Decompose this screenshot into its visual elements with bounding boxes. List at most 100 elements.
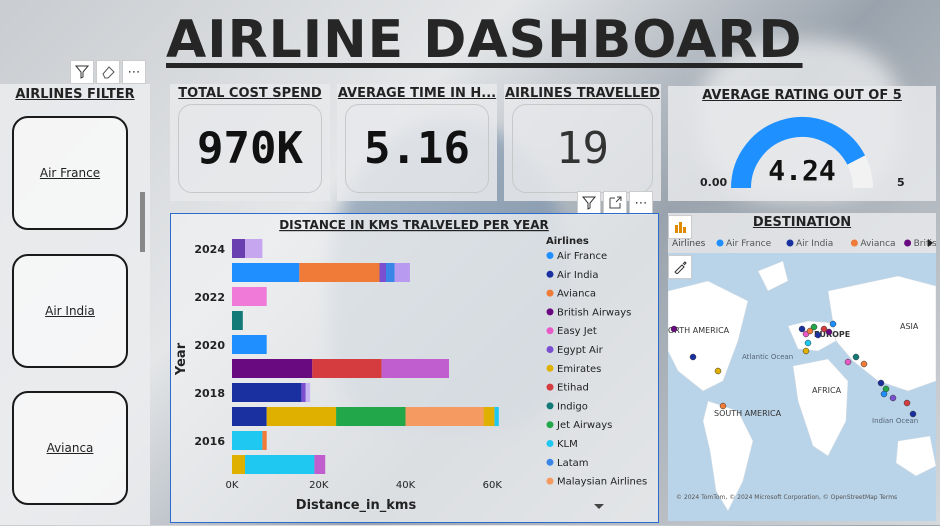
legend-item[interactable]: Air India <box>557 270 598 281</box>
bar-segment[interactable] <box>266 407 337 426</box>
filter-option-air-france[interactable]: Air France <box>12 116 128 230</box>
destination-marker[interactable] <box>814 331 822 339</box>
filter-icon[interactable] <box>577 191 601 215</box>
legend-item[interactable]: Etihad <box>557 383 589 394</box>
destination-marker[interactable] <box>806 327 814 335</box>
map-legend-item[interactable]: Air France <box>726 239 772 249</box>
destination-map[interactable]: Airlines Air France Air India Avianca Briti… <box>668 231 936 521</box>
map-legend-item[interactable]: Avianca <box>860 239 895 249</box>
bar-segment[interactable] <box>232 407 267 426</box>
x-tick-label: 40K <box>396 480 416 491</box>
filter-option-air-india[interactable]: Air India <box>12 254 128 368</box>
destination-marker[interactable] <box>825 328 833 336</box>
bar-segment[interactable] <box>483 407 495 426</box>
more-options-icon[interactable]: ⋯ <box>122 60 146 84</box>
bar-segment[interactable] <box>232 359 313 378</box>
bar-chart-icon[interactable] <box>668 215 692 239</box>
destination-marker[interactable] <box>804 339 812 347</box>
bar-segment[interactable] <box>232 383 302 402</box>
destination-marker[interactable] <box>820 325 828 333</box>
bar-segment[interactable] <box>299 263 380 282</box>
map-label: Indian Ocean <box>872 417 918 425</box>
focus-mode-icon[interactable] <box>603 191 627 215</box>
legend-item[interactable]: British Airways <box>557 307 631 318</box>
kpi-value: 970K <box>197 123 303 174</box>
map-label: ORTH AMERICA <box>668 326 730 335</box>
legend-item[interactable]: Jet Airways <box>556 420 612 431</box>
more-options-icon[interactable]: ⋯ <box>629 191 653 215</box>
bar-segment[interactable] <box>386 263 395 282</box>
filter-title: AIRLINES FILTER <box>15 87 135 102</box>
bar-segment[interactable] <box>305 383 311 402</box>
destination-marker[interactable] <box>689 353 697 361</box>
bar-segment[interactable] <box>394 263 410 282</box>
bar-segment[interactable] <box>232 287 267 306</box>
brush-icon[interactable] <box>668 255 692 279</box>
bar-segment[interactable] <box>494 407 499 426</box>
destination-marker[interactable] <box>810 323 818 331</box>
bar-segment[interactable] <box>245 239 263 258</box>
bar-segment[interactable] <box>232 263 300 282</box>
bar-segment[interactable] <box>381 359 449 378</box>
destination-marker[interactable] <box>798 325 806 333</box>
bar-segment[interactable] <box>262 431 267 450</box>
destination-marker[interactable] <box>877 379 885 387</box>
bar-segment[interactable] <box>301 383 306 402</box>
destination-marker[interactable] <box>670 325 678 333</box>
legend-item[interactable]: Air France <box>557 251 607 262</box>
bar-segment[interactable] <box>379 263 387 282</box>
bar-segment[interactable] <box>232 311 243 330</box>
legend-item[interactable]: Egypt Air <box>557 345 604 356</box>
legend-item[interactable]: Indigo <box>557 401 588 412</box>
map-attribution: © 2024 TomTom, © 2024 Microsoft Corporat… <box>676 494 897 501</box>
destination-marker[interactable] <box>852 353 860 361</box>
legend-scroll-down-icon[interactable] <box>594 504 604 509</box>
legend-next-icon[interactable] <box>928 239 933 247</box>
legend-marker <box>546 477 554 485</box>
bar-segment[interactable] <box>314 455 326 474</box>
destination-marker[interactable] <box>909 410 917 418</box>
destination-marker[interactable] <box>903 399 911 407</box>
legend-item[interactable]: Easy Jet <box>557 326 597 337</box>
x-tick-label: 20K <box>309 480 329 491</box>
destination-marker[interactable] <box>829 320 837 328</box>
bar-segment[interactable] <box>232 335 267 354</box>
bar-segment[interactable] <box>336 407 406 426</box>
bar-segment[interactable] <box>405 407 484 426</box>
filter-option-avianca[interactable]: Avianca <box>12 391 128 505</box>
destination-marker[interactable] <box>860 360 868 368</box>
legend-item[interactable]: Avianca <box>557 289 596 300</box>
legend-item[interactable]: KLM <box>557 439 578 450</box>
bar-segment[interactable] <box>232 239 245 258</box>
map-legend-item[interactable]: British Air... <box>914 239 936 249</box>
legend-marker <box>546 421 554 429</box>
year-tick-label: 2022 <box>194 291 225 304</box>
destination-marker[interactable] <box>889 394 897 402</box>
legend-item[interactable]: Emirates <box>557 364 601 375</box>
bar-segment[interactable] <box>232 431 263 450</box>
filter-scrollbar[interactable] <box>140 192 145 252</box>
legend-item[interactable]: Malaysian Airlines <box>557 477 647 488</box>
destination-marker[interactable] <box>802 347 810 355</box>
distance-per-year-chart[interactable]: DISTANCE IN KMS TRALVELED PER YEAR Year … <box>170 213 659 523</box>
destination-marker[interactable] <box>719 402 727 410</box>
legend-marker <box>546 383 554 391</box>
kpi-value: 5.16 <box>364 123 470 174</box>
bar-segment[interactable] <box>312 359 382 378</box>
eraser-icon[interactable] <box>96 60 120 84</box>
filter-icon[interactable] <box>70 60 94 84</box>
kpi-total-cost: TOTAL COST SPEND 970K <box>170 84 330 201</box>
legend-title: Airlines <box>546 236 589 247</box>
destination-marker[interactable] <box>714 367 722 375</box>
bar-segment[interactable] <box>245 455 315 474</box>
map-legend-item[interactable]: Air India <box>796 239 833 249</box>
destination-marker[interactable] <box>844 358 852 366</box>
bar-segment[interactable] <box>232 455 245 474</box>
bar-chart-svg: DISTANCE IN KMS TRALVELED PER YEAR Year … <box>174 218 647 513</box>
kpi-title: TOTAL COST SPEND <box>178 86 322 101</box>
x-tick-label: 60K <box>483 480 503 491</box>
destination-marker[interactable] <box>880 390 888 398</box>
legend-marker <box>546 364 554 372</box>
legend-item[interactable]: Latam <box>557 458 589 469</box>
map-label: ASIA <box>900 322 919 331</box>
